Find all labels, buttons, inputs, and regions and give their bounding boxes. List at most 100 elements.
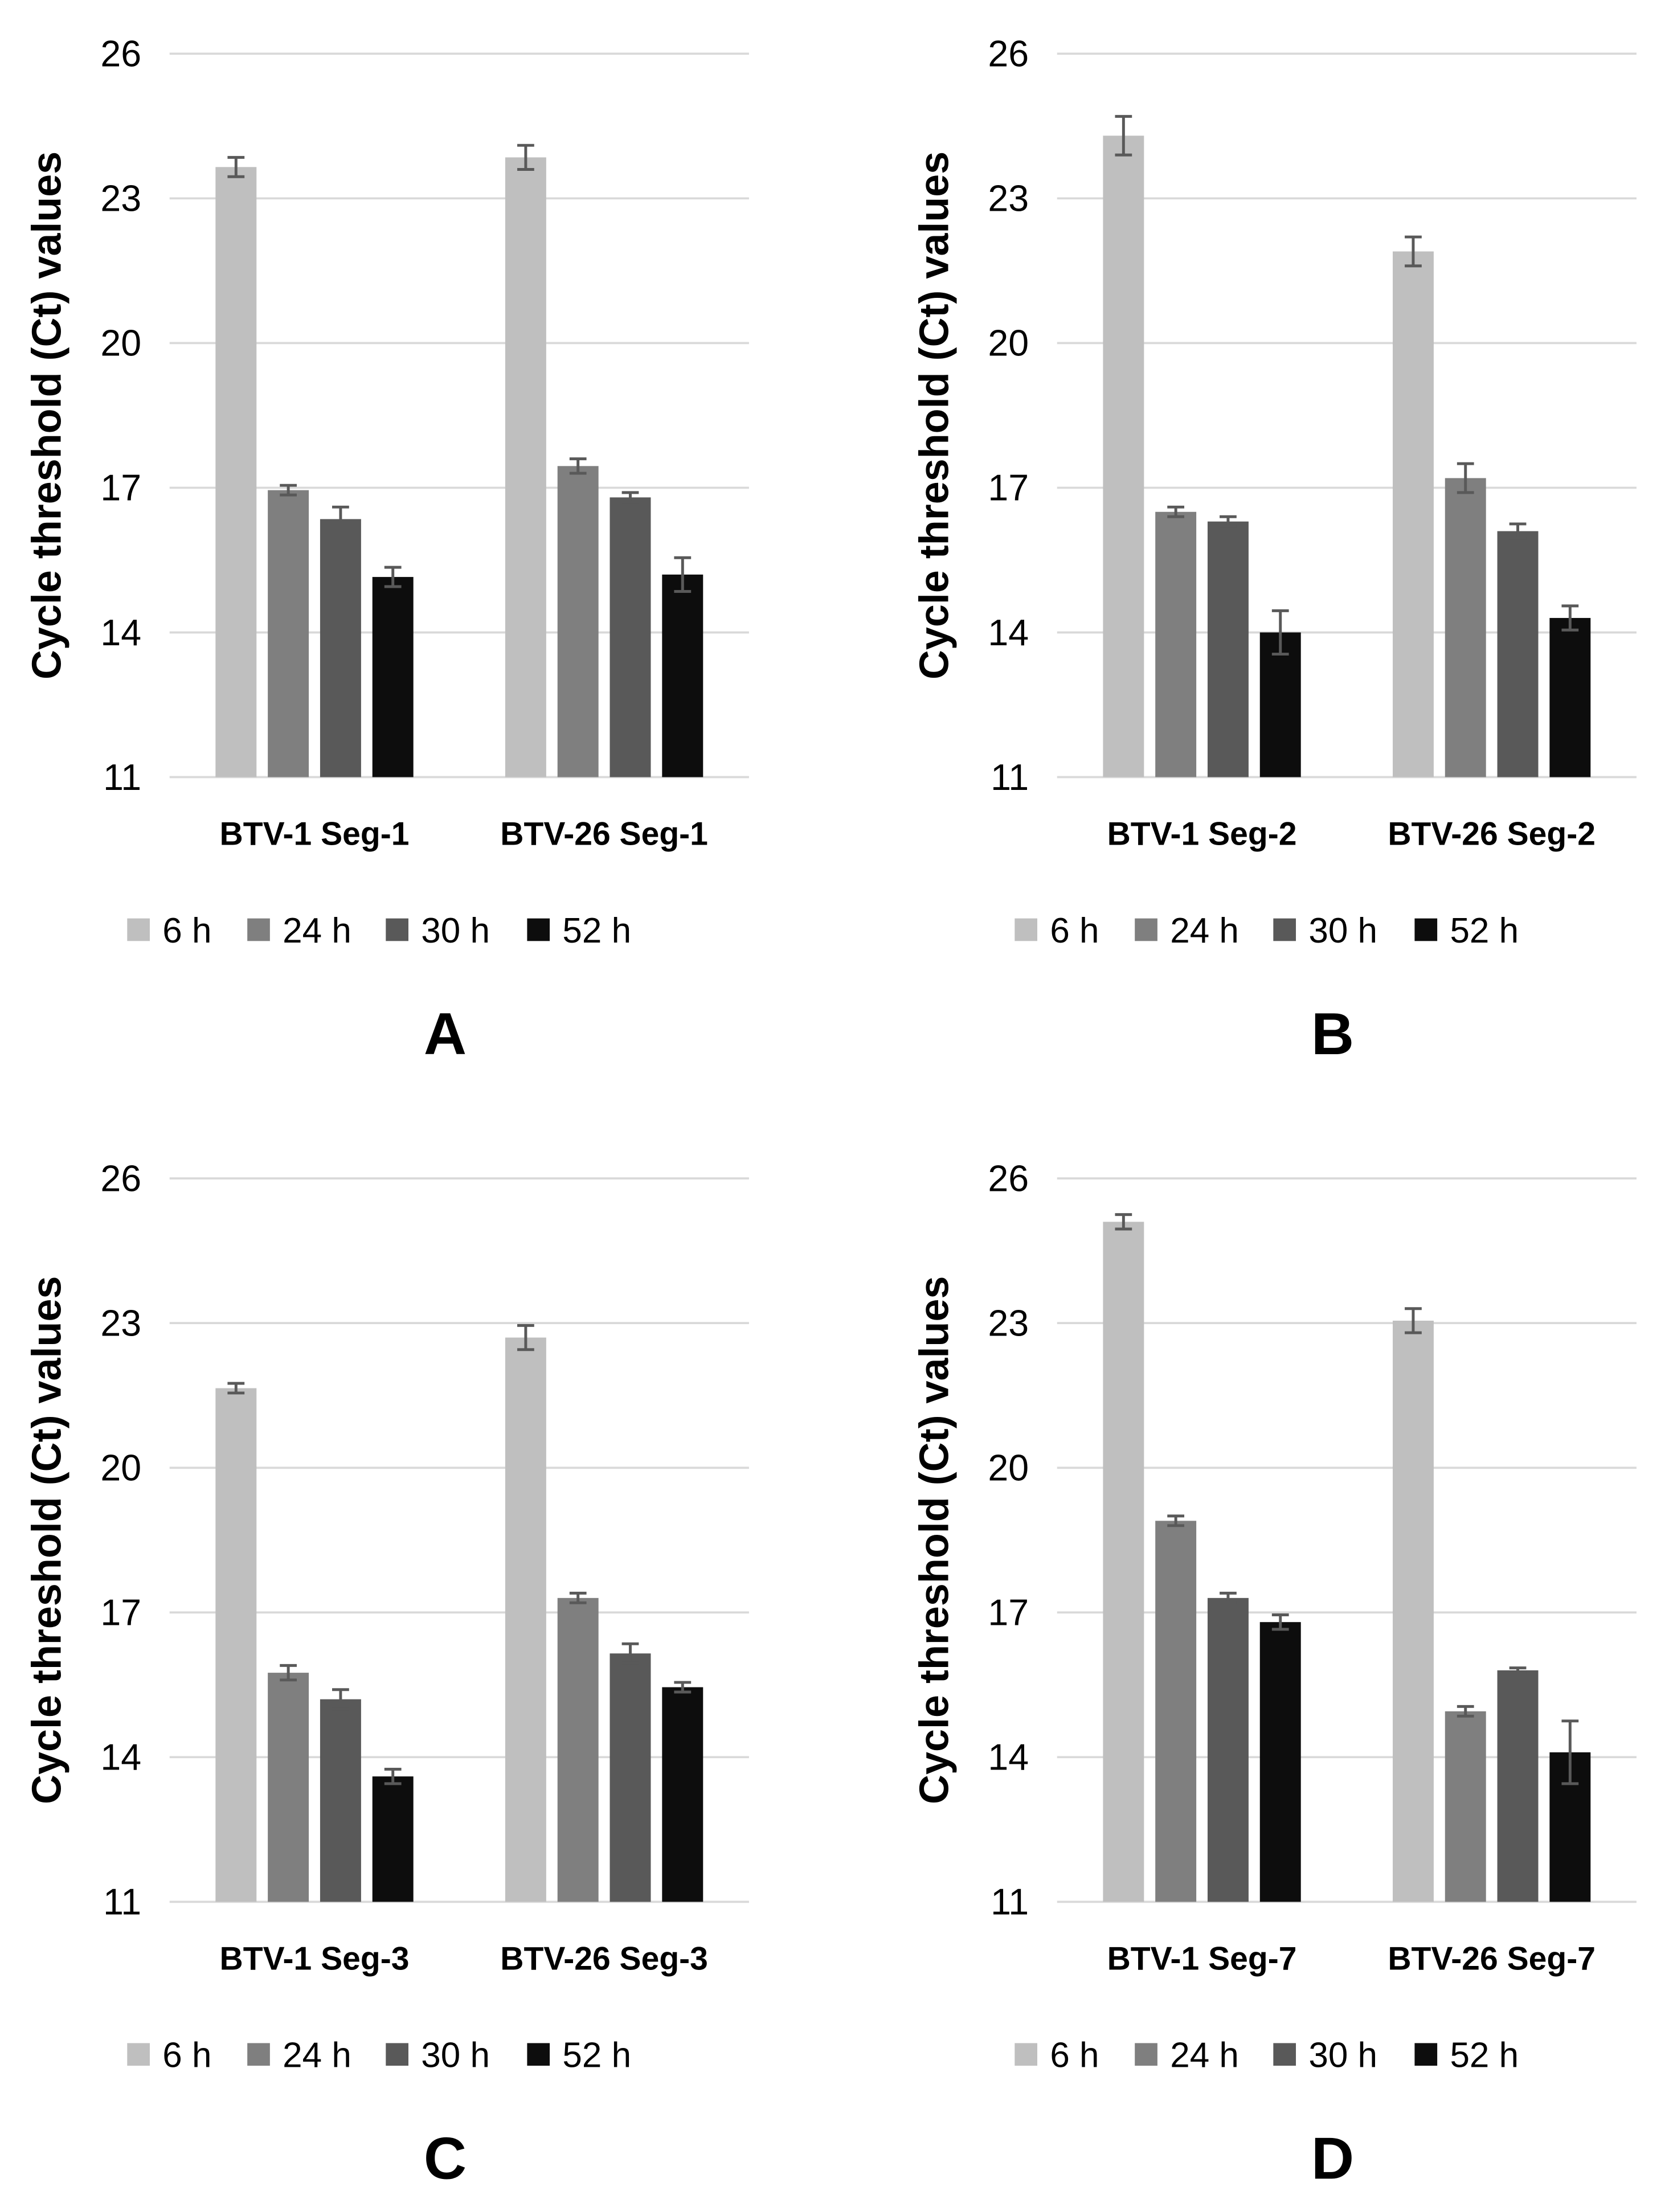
panel-b-bar-6h-1 bbox=[1103, 136, 1144, 777]
panel-a-legend-label-30h: 30 h bbox=[421, 911, 490, 951]
panel-c-bar-6h-2 bbox=[505, 1337, 546, 1902]
panel-b-error-bar-30h-1 bbox=[1220, 515, 1237, 528]
panel-b-bar-52h-1 bbox=[1259, 632, 1301, 777]
panel-d-error-bar-30h-2 bbox=[1509, 1666, 1527, 1674]
panel-a-error-bar-52h-2 bbox=[674, 556, 692, 593]
panel-c-error-bar-30h-2 bbox=[621, 1642, 639, 1665]
panel-a-ytick-label-11: 11 bbox=[103, 757, 141, 798]
panel-c-legend-label-52h: 52 h bbox=[562, 2036, 631, 2075]
panel-c-letter: C bbox=[424, 2126, 467, 2192]
panel-d-bar-24h-2 bbox=[1445, 1711, 1486, 1902]
panel-b-legend-label-24h: 24 h bbox=[1170, 911, 1239, 951]
panel-a-legend-label-24h: 24 h bbox=[283, 911, 351, 951]
panel-d-legend-label-52h: 52 h bbox=[1450, 2036, 1519, 2075]
panel-c-legend-swatch-52h bbox=[527, 2043, 550, 2066]
panel-d-ytick-label-20: 20 bbox=[988, 1448, 1029, 1489]
panel-d-ytick-label-26: 26 bbox=[988, 1158, 1029, 1199]
panel-d-letter: D bbox=[1311, 2126, 1354, 2192]
panel-c-ytick-label-17: 17 bbox=[100, 1592, 141, 1633]
panel-b: 11 14 17 20 23 26 Cycle threshold (Ct) values B… bbox=[912, 34, 1637, 1067]
panel-a-bar-30h-2 bbox=[609, 497, 651, 777]
panel-b-error-bar-52h-1 bbox=[1271, 609, 1289, 656]
panel-d-ytick-label-23: 23 bbox=[988, 1302, 1029, 1343]
figure-root: 11 14 17 20 23 26 Cycle threshold (Ct) values B… bbox=[24, 34, 1637, 2192]
panel-d-error-bar-30h-1 bbox=[1220, 1591, 1237, 1604]
panel-a-category-label-1: BTV-1 Seg-1 bbox=[220, 816, 410, 853]
panel-b-ytick-label-26: 26 bbox=[988, 34, 1029, 75]
panel-b-error-bar-30h-2 bbox=[1509, 522, 1527, 540]
panel-b-ytick-label-14: 14 bbox=[988, 612, 1029, 653]
panel-b-error-bar-6h-1 bbox=[1115, 114, 1132, 157]
panel-b-error-bar-52h-2 bbox=[1561, 604, 1579, 632]
panel-b-letter: B bbox=[1311, 1001, 1354, 1067]
panel-c-legend-label-30h: 30 h bbox=[421, 2036, 490, 2075]
panel-b-bar-30h-2 bbox=[1497, 531, 1539, 777]
panel-a: 11 14 17 20 23 26 Cycle threshold (Ct) values B… bbox=[24, 34, 749, 1067]
panel-b-category-label-2: BTV-26 Seg-2 bbox=[1388, 816, 1596, 853]
panel-b-legend-label-6h: 6 h bbox=[1050, 911, 1099, 951]
panel-a-error-bar-30h-2 bbox=[621, 491, 639, 504]
panel-b-legend-swatch-6h bbox=[1015, 918, 1038, 941]
panel-d-legend-swatch-24h bbox=[1135, 2043, 1157, 2066]
panel-c-bar-24h-1 bbox=[268, 1673, 309, 1902]
panel-c-legend-swatch-30h bbox=[386, 2043, 408, 2066]
panel-d-ytick-label-17: 17 bbox=[988, 1592, 1029, 1633]
panel-d-category-label-2: BTV-26 Seg-7 bbox=[1388, 1940, 1596, 1977]
panel-a-category-label-2: BTV-26 Seg-1 bbox=[500, 816, 708, 853]
panel-a-ytick-label-23: 23 bbox=[100, 178, 141, 219]
panel-c-error-bar-52h-2 bbox=[674, 1681, 692, 1694]
panel-a-legend-label-6h: 6 h bbox=[162, 911, 211, 951]
panel-c-bar-52h-1 bbox=[372, 1776, 414, 1902]
panel-d-ytick-label-14: 14 bbox=[988, 1737, 1029, 1778]
panel-d-bar-30h-2 bbox=[1497, 1670, 1539, 1902]
panel-a-bar-24h-1 bbox=[268, 490, 309, 777]
panel-c-ytick-label-23: 23 bbox=[100, 1302, 141, 1343]
panel-d-y-axis-title: Cycle threshold (Ct) values bbox=[912, 1276, 958, 1804]
panel-d-error-bar-24h-1 bbox=[1167, 1514, 1185, 1527]
panel-c-bar-24h-2 bbox=[557, 1597, 599, 1902]
panel-c-error-bar-30h-1 bbox=[332, 1688, 349, 1711]
panel-a-ytick-label-17: 17 bbox=[100, 468, 141, 509]
panel-a-legend-swatch-30h bbox=[386, 918, 408, 941]
panel-c-legend-swatch-24h bbox=[247, 2043, 270, 2066]
panel-b-category-label-1: BTV-1 Seg-2 bbox=[1107, 816, 1297, 853]
panel-b-legend-swatch-30h bbox=[1273, 918, 1296, 941]
panel-c-legend-swatch-6h bbox=[127, 2043, 150, 2066]
panel-b-legend-label-52h: 52 h bbox=[1450, 911, 1519, 951]
panel-b-bar-30h-1 bbox=[1207, 521, 1249, 777]
panel-d-legend-swatch-30h bbox=[1273, 2043, 1296, 2066]
panel-a-bar-6h-2 bbox=[505, 157, 546, 777]
panel-a-bar-30h-1 bbox=[320, 519, 361, 777]
panel-a-ytick-label-20: 20 bbox=[100, 323, 141, 364]
panel-b-bar-24h-2 bbox=[1445, 478, 1486, 777]
panel-c-ytick-label-26: 26 bbox=[100, 1158, 141, 1199]
panel-d: 11 14 17 20 23 26 Cycle threshold (Ct) values B… bbox=[912, 1158, 1637, 2192]
panel-d-category-label-1: BTV-1 Seg-7 bbox=[1107, 1940, 1297, 1977]
panel-c-bar-30h-2 bbox=[609, 1653, 651, 1902]
panel-b-ytick-label-20: 20 bbox=[988, 323, 1029, 364]
panel-a-error-bar-52h-1 bbox=[384, 566, 402, 588]
panel-d-legend-label-6h: 6 h bbox=[1050, 2036, 1099, 2075]
panel-b-error-bar-24h-2 bbox=[1457, 462, 1474, 494]
panel-d-error-bar-6h-1 bbox=[1115, 1213, 1132, 1231]
panel-b-bar-52h-2 bbox=[1549, 618, 1591, 777]
panel-b-bar-24h-1 bbox=[1155, 511, 1197, 777]
panel-c-error-bar-6h-1 bbox=[227, 1382, 245, 1395]
panel-c-error-bar-24h-2 bbox=[569, 1591, 587, 1604]
panel-d-legend-label-24h: 24 h bbox=[1170, 2036, 1239, 2075]
panel-d-ytick-label-11: 11 bbox=[991, 1882, 1029, 1923]
panel-d-bar-52h-1 bbox=[1259, 1622, 1301, 1902]
panel-a-legend-swatch-52h bbox=[527, 918, 550, 941]
panel-d-error-bar-52h-1 bbox=[1271, 1613, 1289, 1631]
panel-d-error-bar-24h-2 bbox=[1457, 1705, 1474, 1718]
panel-b-bar-6h-2 bbox=[1392, 251, 1434, 777]
panel-a-legend-swatch-6h bbox=[127, 918, 150, 941]
panel-c-ytick-label-20: 20 bbox=[100, 1448, 141, 1489]
panel-a-letter: A bbox=[424, 1001, 467, 1067]
panel-c-y-axis-title: Cycle threshold (Ct) values bbox=[24, 1276, 70, 1804]
panel-d-legend-label-30h: 30 h bbox=[1308, 2036, 1377, 2075]
panel-c-legend-label-6h: 6 h bbox=[162, 2036, 211, 2075]
panel-b-legend-swatch-52h bbox=[1414, 918, 1438, 941]
panel-c-ytick-label-11: 11 bbox=[103, 1882, 141, 1923]
